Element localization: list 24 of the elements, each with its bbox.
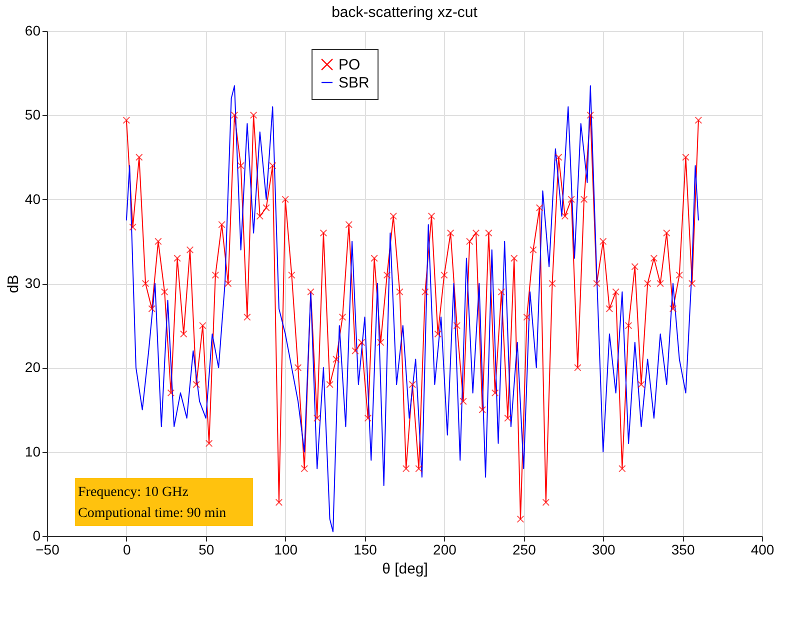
chart-title: back-scattering xz-cut [332, 4, 478, 21]
x-tick-label: 350 [671, 542, 695, 558]
x-tick-label: 100 [274, 542, 298, 558]
legend-label: PO [338, 56, 360, 74]
x-tick-label: 150 [354, 542, 378, 558]
x-tick-label: 0 [123, 542, 132, 558]
y-tick-label: 40 [24, 190, 41, 207]
x-tick-label: 250 [512, 542, 536, 558]
y-tick-label: 60 [24, 22, 41, 38]
x-axis-title: θ [deg] [382, 560, 428, 578]
x-tick-label: 200 [433, 542, 457, 558]
y-tick-label: 0 [32, 528, 41, 544]
y-axis-title: dB [4, 274, 22, 294]
y-tick-label: 50 [24, 106, 41, 123]
y-tick-label: 30 [24, 275, 41, 291]
x-tick-label: 300 [592, 542, 616, 558]
x-tick-label: −50 [36, 542, 60, 558]
x-tick-label: 400 [750, 542, 774, 558]
x-tick-label: 50 [198, 542, 214, 558]
annotation: Computional time: 90 min [78, 506, 226, 521]
y-tick-label: 20 [24, 359, 41, 376]
y-tick-label: 10 [24, 443, 41, 460]
legend-label: SBR [338, 74, 370, 92]
annotation: Frequency: 10 GHz [78, 485, 188, 500]
